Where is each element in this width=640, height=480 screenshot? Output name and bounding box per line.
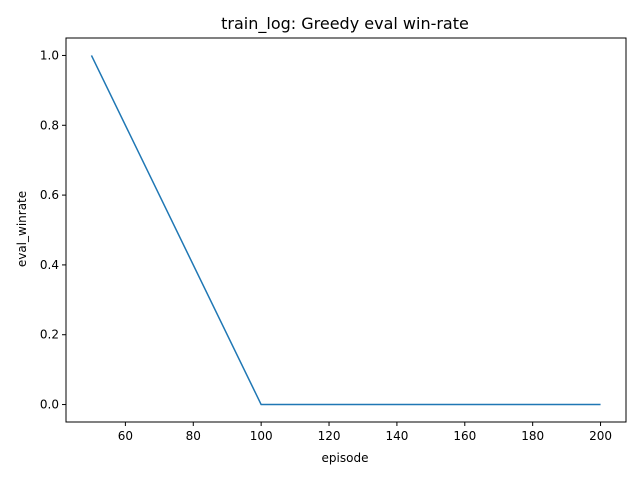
x-axis-label: episode	[322, 451, 369, 465]
chart-title: train_log: Greedy eval win-rate	[221, 14, 469, 34]
axes-frame	[65, 37, 627, 423]
y-axis-label: eval_winrate	[15, 191, 29, 267]
series-layer	[90, 55, 601, 406]
y-tick-label: 0.4	[40, 258, 59, 272]
x-tick-label: 180	[521, 429, 544, 443]
y-tick-label: 0.0	[40, 398, 59, 412]
x-tick-label: 160	[453, 429, 476, 443]
y-tick-label: 1.0	[40, 48, 59, 62]
x-tick-label: 100	[250, 429, 273, 443]
y-tick-label: 0.6	[40, 188, 59, 202]
x-tick-label: 140	[385, 429, 408, 443]
x-tick-label: 80	[186, 429, 201, 443]
x-tick-label: 120	[318, 429, 341, 443]
series-line-0	[90, 55, 601, 406]
plot-area: 60 80 100 120 140 160 180 200 0.0 0.2 0.4 0.6 0.8 1.…	[40, 37, 627, 443]
x-tick-label: 200	[589, 429, 612, 443]
y-tick-label: 0.2	[40, 328, 59, 342]
y-tick-label: 0.8	[40, 118, 59, 132]
y-axis: 0.0 0.2 0.4 0.6 0.8 1.0	[40, 48, 66, 412]
x-axis: 60 80 100 120 140 160 180 200	[118, 422, 612, 443]
x-tick-label: 60	[118, 429, 133, 443]
